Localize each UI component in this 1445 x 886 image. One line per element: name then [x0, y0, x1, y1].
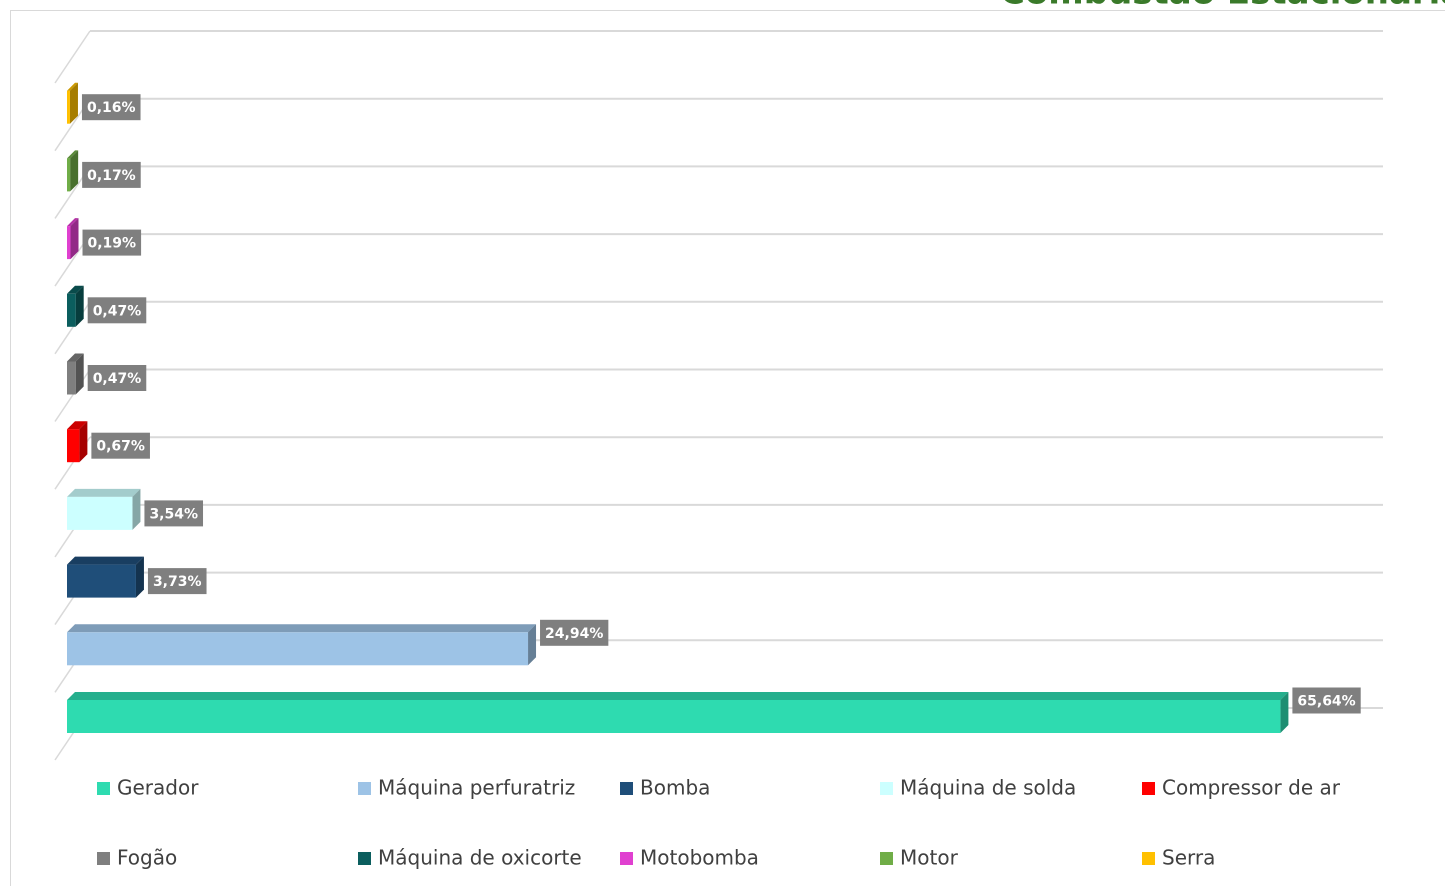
bar-front	[67, 226, 71, 260]
data-label-box	[87, 297, 147, 324]
bar-side	[69, 82, 78, 124]
bar-side	[79, 421, 88, 463]
legend-label: Motor	[900, 846, 959, 870]
legend-label: Máquina de solda	[900, 776, 1076, 800]
legend-swatch	[1142, 782, 1155, 795]
bar	[67, 421, 88, 463]
bar-front	[67, 429, 80, 463]
bar-front	[67, 564, 136, 598]
bar	[67, 692, 1289, 733]
legend-label: Bomba	[640, 776, 710, 800]
bar-top	[67, 285, 84, 294]
bar-side	[70, 218, 79, 260]
bar-top	[67, 353, 84, 362]
bar-front	[67, 90, 70, 124]
legend-swatch	[97, 852, 110, 865]
bar	[67, 285, 84, 327]
chart-frame	[10, 10, 1445, 886]
bar-front	[67, 293, 76, 327]
legend-swatch	[358, 782, 371, 795]
legend-label: Máquina perfuratriz	[378, 776, 575, 800]
data-label-box	[87, 365, 147, 391]
bar-front	[67, 496, 133, 530]
data-label: 24,94%	[545, 626, 603, 642]
legend-swatch	[620, 852, 633, 865]
bar	[67, 488, 141, 530]
bar-top	[67, 692, 1289, 700]
bar	[67, 218, 79, 260]
bar-side	[75, 353, 84, 395]
bar	[67, 624, 537, 666]
data-label-box	[540, 619, 609, 646]
bar	[67, 150, 79, 192]
data-label: 0,47%	[93, 371, 142, 387]
data-label-box	[1292, 687, 1361, 714]
bar-front	[67, 700, 1281, 733]
legend-label: Motobomba	[640, 846, 759, 870]
bar-side	[528, 624, 537, 666]
bar-top	[67, 556, 144, 565]
legend-swatch	[880, 782, 893, 795]
legend-swatch	[880, 852, 893, 865]
bar	[67, 82, 78, 124]
bar-front	[67, 632, 529, 666]
floor-line	[54, 30, 91, 84]
data-label: 0,47%	[93, 303, 142, 319]
bar-top	[67, 624, 537, 633]
legend-swatch	[620, 782, 633, 795]
floor-line	[54, 301, 91, 355]
legend-label: Máquina de oxicorte	[378, 846, 582, 870]
bar-side	[132, 488, 141, 530]
data-label-box	[81, 94, 141, 121]
bar-top	[67, 488, 141, 497]
bar-side	[75, 285, 84, 327]
data-label: 0,16%	[87, 100, 136, 116]
data-label: 3,73%	[153, 574, 202, 590]
chart-title: Combustão Estacionária	[1000, 0, 1445, 13]
legend-label: Compressor de ar	[1162, 776, 1341, 800]
data-label-box	[82, 229, 142, 256]
bar-front	[67, 158, 71, 192]
legend-swatch	[97, 782, 110, 795]
legend-label: Fogão	[117, 846, 177, 870]
data-label: 0,17%	[87, 168, 136, 184]
bar-top	[67, 82, 78, 91]
data-label-box	[91, 432, 150, 459]
data-label: 0,67%	[96, 439, 145, 455]
data-label: 65,64%	[1297, 694, 1355, 710]
bar-top	[67, 218, 79, 227]
legend-swatch	[358, 852, 371, 865]
data-label-box	[82, 161, 141, 188]
bar-side	[135, 556, 144, 598]
legend-label: Gerador	[117, 776, 199, 800]
bar-front	[67, 361, 76, 395]
data-label-box	[144, 500, 204, 527]
legend-swatch	[1142, 852, 1155, 865]
data-label-box	[147, 568, 207, 595]
bar	[67, 556, 144, 598]
data-label: 3,54%	[149, 506, 198, 522]
bar-top	[67, 421, 88, 430]
data-label: 0,19%	[88, 236, 137, 252]
bar-side	[1280, 692, 1289, 733]
floor-line	[54, 369, 91, 422]
bar	[67, 353, 84, 395]
legend-label: Serra	[1162, 846, 1215, 870]
bar-side	[70, 150, 79, 192]
bar-top	[67, 150, 79, 159]
